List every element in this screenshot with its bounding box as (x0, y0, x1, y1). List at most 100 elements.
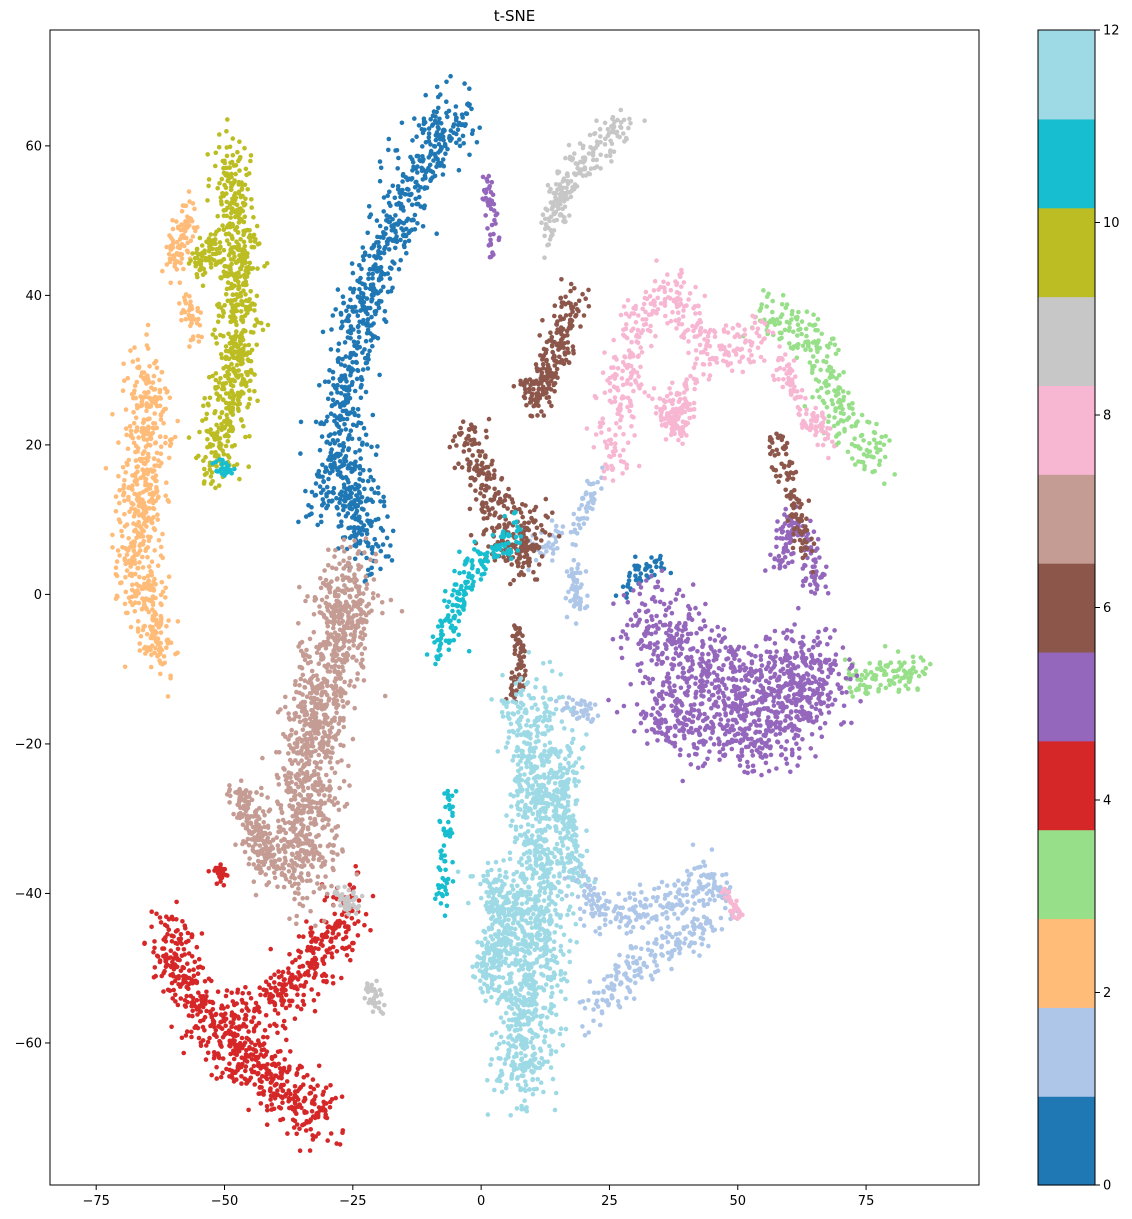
scatter-point (332, 911, 338, 917)
scatter-point (824, 383, 829, 389)
scatter-point (638, 571, 644, 576)
scatter-point (615, 999, 621, 1004)
scatter-point (404, 250, 409, 256)
scatter-point (543, 543, 549, 548)
scatter-point (365, 478, 371, 484)
scatter-point (363, 285, 369, 291)
scatter-point (819, 711, 824, 716)
scatter-point (234, 1077, 239, 1082)
scatter-point (329, 391, 334, 396)
scatter-point (298, 950, 304, 955)
scatter-point (367, 267, 373, 272)
scatter-point (735, 754, 741, 759)
scatter-point (786, 693, 791, 699)
scatter-point (811, 340, 816, 345)
scatter-point (701, 914, 707, 920)
scatter-point (602, 917, 608, 923)
scatter-point (702, 711, 707, 717)
scatter-point (428, 177, 434, 182)
scatter-point (467, 86, 472, 91)
scatter-point (420, 144, 425, 149)
scatter-point (566, 695, 572, 700)
scatter-point (722, 682, 727, 688)
scatter-point (437, 116, 442, 122)
scatter-point (292, 1084, 298, 1089)
scatter-point (695, 765, 701, 771)
scatter-point (364, 528, 370, 533)
scatter-point (292, 1016, 298, 1021)
scatter-point (716, 736, 721, 741)
scatter-point (348, 957, 353, 963)
scatter-point (444, 99, 449, 104)
scatter-point (836, 671, 842, 677)
scatter-point (407, 228, 413, 234)
scatter-point (406, 198, 412, 203)
scatter-point (160, 946, 165, 951)
scatter-point (135, 449, 140, 454)
scatter-point (338, 325, 344, 331)
scatter-point (349, 436, 355, 442)
scatter-point (826, 657, 832, 663)
scatter-point (137, 648, 143, 653)
scatter-point (166, 574, 172, 579)
scatter-point (883, 685, 889, 691)
scatter-point (691, 889, 697, 894)
scatter-point (162, 386, 168, 391)
cluster-0 (298, 73, 483, 584)
scatter-point (771, 703, 777, 708)
scatter-point (706, 943, 711, 949)
scatter-point (767, 636, 772, 642)
scatter-point (372, 536, 378, 542)
scatter-point (631, 891, 637, 897)
scatter-point (285, 1131, 290, 1136)
scatter-point (374, 218, 380, 223)
scatter-point (616, 911, 621, 916)
scatter-point (795, 763, 800, 768)
scatter-point (686, 753, 692, 758)
scatter-point (749, 748, 755, 754)
scatter-point (701, 902, 707, 907)
scatter-point (838, 410, 844, 416)
scatter-point (690, 646, 696, 651)
scatter-point (186, 189, 192, 194)
scatter-point (151, 456, 157, 462)
scatter-point (167, 256, 173, 262)
scatter-point (867, 441, 872, 446)
scatter-point (378, 548, 384, 554)
scatter-point (582, 889, 587, 894)
scatter-point (825, 674, 831, 680)
scatter-point (126, 536, 131, 541)
scatter-point (814, 701, 819, 707)
cluster-2 (177, 280, 204, 349)
scatter-point (230, 999, 236, 1004)
scatter-point (279, 1076, 284, 1081)
scatter-point (891, 681, 897, 686)
scatter-point (569, 567, 574, 572)
scatter-point (335, 505, 340, 511)
scatter-point (664, 909, 669, 915)
scatter-point (332, 385, 338, 391)
scatter-point (135, 588, 140, 593)
scatter-point (158, 451, 164, 457)
scatter-point (438, 121, 444, 126)
scatter-point (163, 434, 168, 440)
scatter-point (469, 106, 474, 112)
scatter-point (807, 686, 812, 692)
scatter-point (224, 1066, 229, 1072)
scatter-point (707, 897, 713, 902)
scatter-point (864, 447, 870, 453)
scatter-point (190, 337, 196, 342)
scatter-point (356, 413, 361, 419)
scatter-point (871, 429, 877, 435)
scatter-point (183, 203, 189, 209)
scatter-point (684, 892, 690, 898)
scatter-point (293, 984, 298, 989)
scatter-point (189, 1029, 194, 1035)
scatter-point (348, 428, 354, 434)
scatter-point (872, 468, 877, 474)
scatter-point (172, 978, 178, 984)
scatter-point (672, 883, 678, 888)
scatter-point (192, 206, 197, 212)
scatter-point (772, 711, 778, 716)
scatter-point (682, 940, 687, 946)
